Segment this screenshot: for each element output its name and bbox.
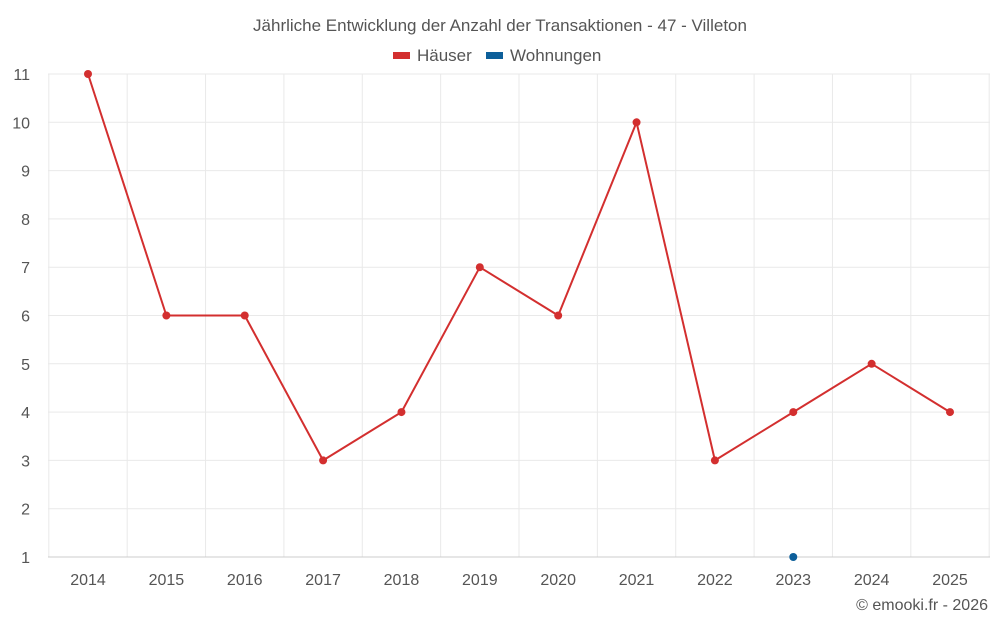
data-point <box>162 311 171 320</box>
legend-label: Wohnungen <box>510 46 601 65</box>
x-tick-label: 2023 <box>775 572 811 589</box>
y-tick-label: 5 <box>21 357 30 374</box>
data-point <box>789 408 798 417</box>
data-point <box>84 70 92 78</box>
legend-label: Häuser <box>417 46 472 65</box>
y-tick-label: 6 <box>21 309 30 326</box>
data-point <box>240 311 249 320</box>
data-point <box>867 359 876 368</box>
data-point <box>632 118 641 127</box>
legend-item: Häuser <box>393 46 472 65</box>
y-tick-label: 9 <box>21 164 30 181</box>
data-point <box>710 456 719 465</box>
y-axis: 1 2 3 4 5 6 7 8 9 10 11 <box>12 67 30 567</box>
data-point <box>789 553 798 561</box>
horizontal-gridlines <box>48 73 990 510</box>
x-tick-label: 2024 <box>854 572 890 589</box>
legend-swatch <box>393 52 410 59</box>
legend-item: Wohnungen <box>486 46 601 65</box>
y-tick-label: 3 <box>21 453 30 470</box>
y-tick-label: 11 <box>13 67 30 84</box>
y-tick-label: 1 <box>21 550 30 567</box>
data-point <box>554 311 563 320</box>
y-tick-label: 7 <box>21 260 30 277</box>
x-tick-label: 2025 <box>932 572 968 589</box>
series-häuser <box>84 70 954 465</box>
y-tick-label: 4 <box>21 405 30 422</box>
y-tick-label: 10 <box>12 115 30 132</box>
series-wohnungen <box>789 553 798 561</box>
legend: Häuser Wohnungen <box>393 46 601 65</box>
x-tick-label: 2015 <box>149 572 185 589</box>
series-layer <box>84 70 954 561</box>
x-tick-label: 2017 <box>305 572 341 589</box>
data-point <box>475 263 484 272</box>
y-tick-label: 8 <box>21 212 30 229</box>
x-tick-label: 2020 <box>540 572 576 589</box>
chart-title: Jährliche Entwicklung der Anzahl der Tra… <box>253 16 747 35</box>
x-axis: 2014 2015 2016 2017 2018 2019 2020 2021 2022 2023… <box>70 572 968 589</box>
x-tick-label: 2016 <box>227 572 263 589</box>
x-tick-label: 2019 <box>462 572 498 589</box>
series-line <box>87 73 951 462</box>
data-point <box>946 408 954 417</box>
credit-text: © emooki.fr - 2026 <box>856 597 988 614</box>
data-point <box>319 456 328 465</box>
x-tick-label: 2022 <box>697 572 733 589</box>
x-tick-label: 2021 <box>619 572 655 589</box>
x-tick-label: 2014 <box>70 572 106 589</box>
y-tick-label: 2 <box>21 502 30 519</box>
data-point <box>397 408 406 417</box>
x-tick-label: 2018 <box>384 572 420 589</box>
legend-swatch <box>486 52 503 59</box>
